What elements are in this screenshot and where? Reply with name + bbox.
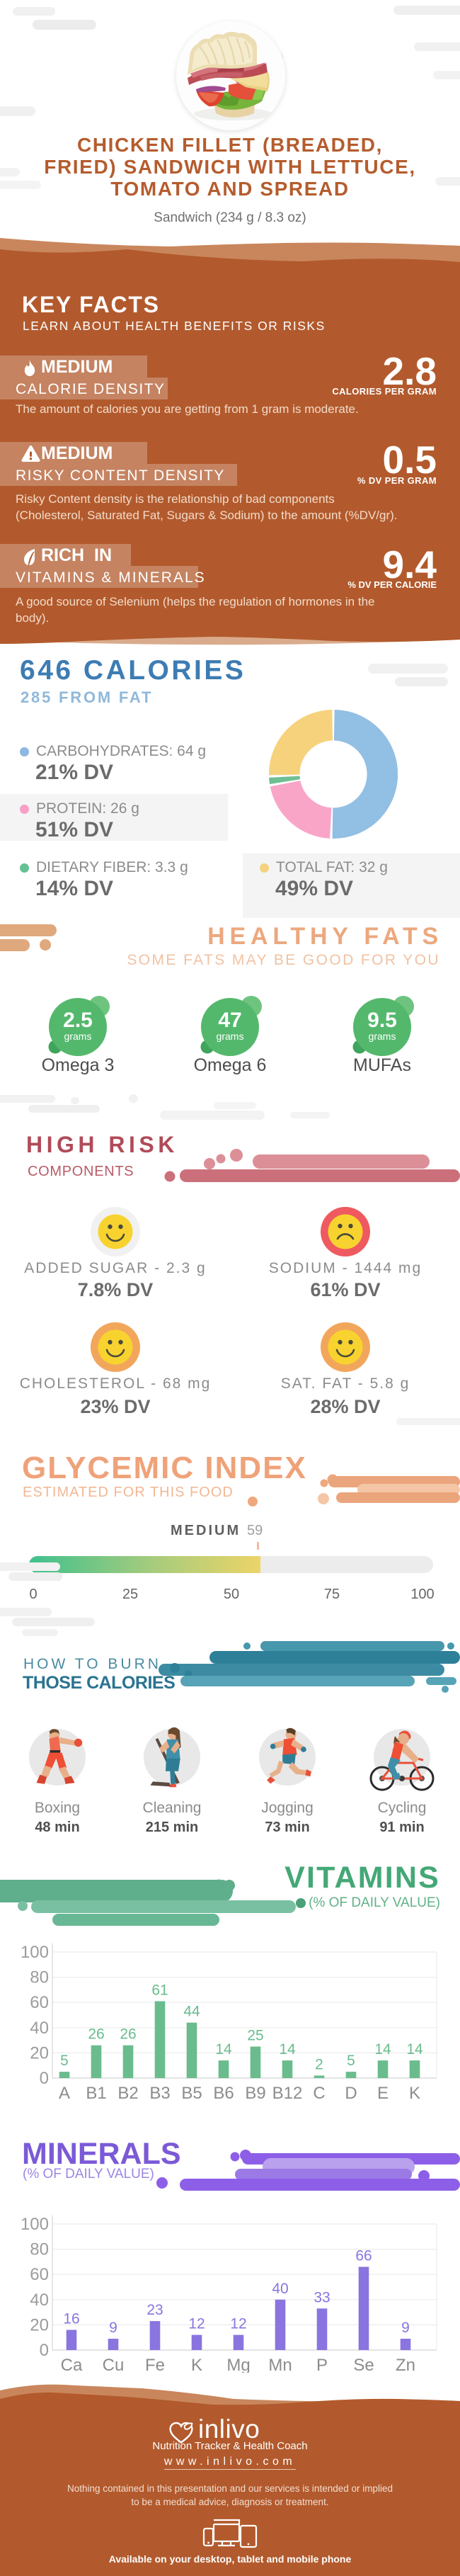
svg-text:D: D [345,2084,357,2103]
svg-text:26: 26 [88,2026,104,2043]
svg-text:40: 40 [30,2019,49,2038]
svg-text:B3: B3 [149,2084,170,2103]
svg-text:80: 80 [30,1968,49,1987]
svg-text:33: 33 [314,2289,330,2305]
svg-text:K: K [191,2356,202,2373]
svg-text:47: 47 [218,1009,241,1032]
svg-text:grams: grams [64,1031,92,1042]
svg-text:B6: B6 [213,2084,234,2103]
svg-text:Ca: Ca [61,2356,83,2373]
svg-text:Cu: Cu [103,2356,125,2373]
svg-text:Mg: Mg [226,2356,250,2373]
svg-text:9: 9 [109,2320,117,2336]
svg-text:23: 23 [146,2302,163,2318]
svg-text:0: 0 [40,2069,49,2088]
svg-text:Zn: Zn [396,2356,415,2373]
svg-text:B1: B1 [86,2084,106,2103]
svg-text:9.5: 9.5 [367,1009,397,1032]
svg-text:80: 80 [30,2240,49,2259]
svg-text:66: 66 [355,2248,372,2264]
svg-text:60: 60 [30,1993,49,2012]
svg-text:B12: B12 [272,2084,303,2103]
svg-text:K: K [409,2084,420,2103]
svg-text:P: P [316,2356,328,2373]
svg-text:5: 5 [347,2053,355,2069]
svg-text:20: 20 [30,2315,49,2334]
svg-text:14: 14 [406,2041,423,2058]
svg-text:E: E [377,2084,389,2103]
svg-text:B9: B9 [245,2084,265,2103]
svg-text:9: 9 [401,2320,410,2336]
svg-text:0: 0 [40,2341,49,2360]
svg-text:61: 61 [151,1982,168,1998]
svg-text:B5: B5 [181,2084,202,2103]
svg-text:B2: B2 [117,2084,138,2103]
svg-text:44: 44 [183,2004,200,2020]
svg-text:40: 40 [272,2281,288,2297]
svg-text:40: 40 [30,2291,49,2310]
svg-text:Fe: Fe [145,2356,165,2373]
svg-text:12: 12 [188,2316,205,2332]
svg-text:100: 100 [21,2215,49,2234]
svg-text:2: 2 [315,2056,323,2072]
svg-text:Mn: Mn [268,2356,292,2373]
svg-text:2.5: 2.5 [63,1009,93,1032]
svg-text:14: 14 [279,2041,296,2058]
svg-text:A: A [59,2084,70,2103]
svg-text:C: C [313,2084,325,2103]
svg-text:20: 20 [30,2043,49,2062]
svg-text:grams: grams [217,1031,244,1042]
svg-text:60: 60 [30,2265,49,2284]
svg-text:grams: grams [369,1031,396,1042]
svg-text:Se: Se [353,2356,374,2373]
svg-text:14: 14 [215,2041,232,2058]
svg-text:26: 26 [120,2026,136,2043]
svg-text:100: 100 [21,1943,49,1962]
svg-text:12: 12 [230,2316,246,2332]
svg-text:25: 25 [247,2028,263,2044]
svg-text:14: 14 [374,2041,391,2058]
svg-text:16: 16 [63,2311,79,2327]
svg-text:5: 5 [60,2053,69,2069]
